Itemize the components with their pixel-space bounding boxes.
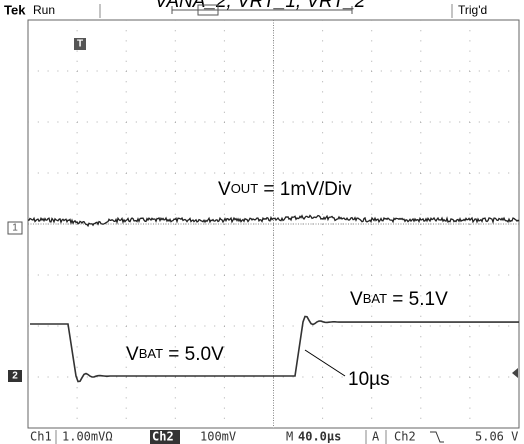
trigger-state: Trig'd xyxy=(458,3,487,17)
rise-time-label: 10µs xyxy=(348,369,390,390)
ch2-trace xyxy=(30,315,519,383)
ch2-marker-label: 2 xyxy=(12,371,18,382)
ch1-scale: 1.00mVΩ xyxy=(62,430,113,444)
timebase: 40.0µs xyxy=(298,430,341,444)
vout-label: VOUT = 1mV/Div xyxy=(218,179,352,200)
trig-source: Ch2 xyxy=(394,430,416,444)
record-window xyxy=(197,4,219,16)
m-label: M xyxy=(286,430,293,444)
trigger-level-marker xyxy=(512,368,518,378)
rise-pointer xyxy=(304,349,346,377)
ch2-label: Ch2 xyxy=(152,430,174,444)
run-state: Run xyxy=(33,3,55,17)
trigger-marker-label: T xyxy=(77,39,83,50)
record-bracket xyxy=(171,6,353,14)
ch2-scale: 100mV xyxy=(200,430,236,444)
ch2-marker: 2 xyxy=(8,370,22,382)
ch1-label: Ch1 xyxy=(30,430,52,444)
ch1-marker-label: 1 xyxy=(12,223,18,234)
ch1-marker: 1 xyxy=(7,221,23,235)
vbat-high-label: VBAT = 5.1V xyxy=(350,289,448,310)
graticule xyxy=(27,19,520,429)
vbat-low-label: VBAT = 5.0V xyxy=(126,344,224,365)
brand: Tek xyxy=(4,2,26,17)
a-label: A xyxy=(372,430,380,444)
title: VANA_2, VRT_1, VRT_2 xyxy=(155,0,366,12)
trigger-marker: T xyxy=(74,38,86,50)
trig-level: 5.06 V xyxy=(475,430,518,444)
status-bar: Ch1 1.00mVΩ Ch2 100mV M 40.0µs A Ch2 5.0… xyxy=(30,430,518,444)
ch1-trace xyxy=(27,214,520,228)
